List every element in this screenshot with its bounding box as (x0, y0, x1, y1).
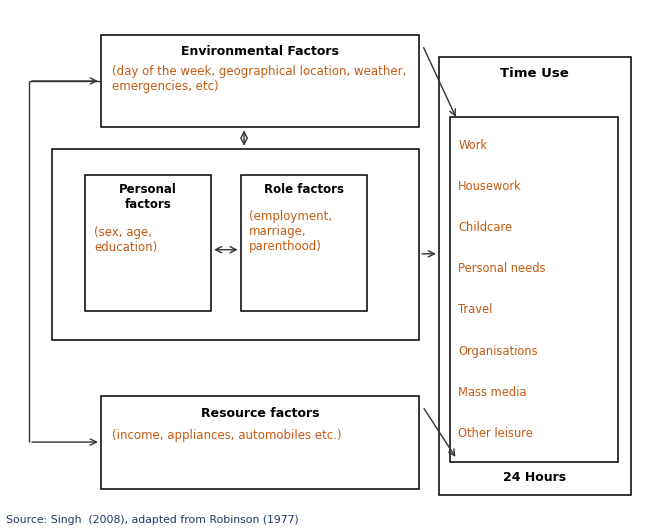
Text: Time Use: Time Use (500, 67, 569, 80)
Bar (240, 175, 367, 311)
Text: Housework: Housework (458, 180, 522, 193)
Text: Role factors: Role factors (264, 183, 344, 196)
Bar (101, 35, 419, 127)
Text: (day of the week, geographical location, weather,
emergencies, etc): (day of the week, geographical location,… (112, 65, 407, 93)
Text: (sex, age,
education): (sex, age, education) (94, 226, 157, 254)
Text: Personal
factors: Personal factors (119, 183, 177, 211)
Text: Personal needs: Personal needs (458, 262, 546, 275)
Text: Other leisure: Other leisure (458, 427, 533, 440)
Bar (52, 149, 419, 340)
Text: Resource factors: Resource factors (201, 407, 319, 420)
Bar (101, 396, 419, 489)
Text: Environmental Factors: Environmental Factors (181, 45, 339, 58)
Text: Mass media: Mass media (458, 386, 526, 399)
Text: Childcare: Childcare (458, 221, 512, 234)
Text: Organisations: Organisations (458, 345, 538, 357)
Bar (450, 117, 618, 462)
Bar (439, 57, 630, 495)
Text: (employment,
marriage,
parenthood): (employment, marriage, parenthood) (249, 210, 332, 253)
Bar (84, 175, 211, 311)
Text: Source: Singh  (2008), adapted from Robinson (1977): Source: Singh (2008), adapted from Robin… (6, 515, 299, 525)
Text: Travel: Travel (458, 304, 493, 316)
Text: 24 Hours: 24 Hours (503, 472, 566, 484)
Text: Work: Work (458, 139, 488, 152)
Text: (income, appliances, automobiles etc.): (income, appliances, automobiles etc.) (112, 429, 342, 441)
